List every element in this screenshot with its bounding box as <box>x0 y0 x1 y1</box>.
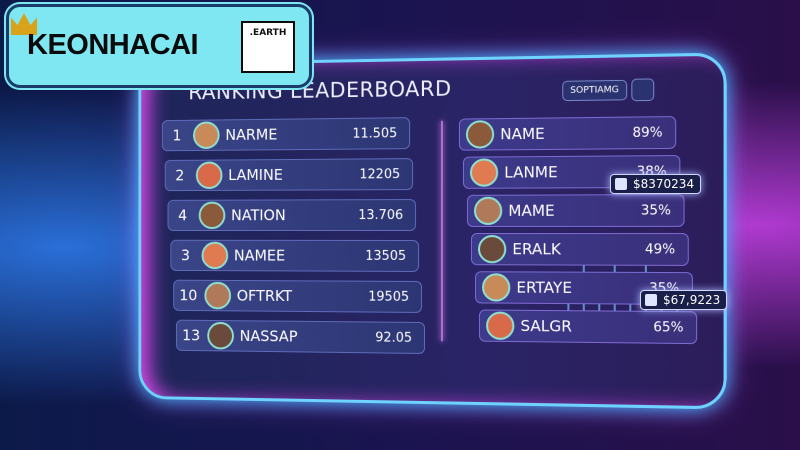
percent: 35% <box>640 202 671 219</box>
player-name: LAMINE <box>228 165 283 184</box>
avatar <box>207 321 234 350</box>
leaderboard-panel: RANKING LEADERBOARD SOPTIAMG 1 NARME 11.50… <box>138 52 727 410</box>
player-name: NAMEE <box>233 246 286 265</box>
domain-badge: .EARTH <box>241 21 295 73</box>
rank: 10 <box>179 286 198 305</box>
avatar <box>195 161 223 190</box>
avatar <box>478 235 507 264</box>
avatar <box>482 273 511 302</box>
player-name: ERALK <box>512 240 561 259</box>
player-name: MAME <box>508 201 555 220</box>
player-row: 2 LAMINE 12205 <box>164 158 414 192</box>
rank: 4 <box>178 206 188 225</box>
player-row: NAME 89% <box>458 116 677 151</box>
player-name: OFTRKT <box>236 286 293 305</box>
avatar <box>201 241 229 270</box>
player-row: 1 NARME 11.505 <box>161 117 411 152</box>
percent: 49% <box>644 241 676 258</box>
divider <box>440 120 443 342</box>
logo[interactable]: KEONHACAI .EARTH <box>6 4 312 88</box>
avatar <box>465 120 495 149</box>
filter-button[interactable]: SOPTIAMG <box>561 79 628 102</box>
money-callout: $8370234 <box>610 174 702 194</box>
percent: 89% <box>632 124 663 141</box>
player-name: ERTAYE <box>516 278 573 298</box>
score: 13505 <box>365 248 407 264</box>
search-button[interactable] <box>631 78 655 102</box>
rank: 2 <box>175 166 185 185</box>
avatar <box>486 311 515 341</box>
score: 12205 <box>359 166 401 182</box>
score: 92.05 <box>375 329 413 346</box>
avatar <box>473 196 503 225</box>
player-row: 10 OFTRKT 19505 <box>173 279 423 313</box>
player-name: NASSAP <box>239 327 298 346</box>
percent: 65% <box>653 319 684 336</box>
player-name: NATION <box>231 206 286 225</box>
score: 13.706 <box>358 207 404 223</box>
player-row: 13 NASSAP 92.05 <box>176 319 425 355</box>
avatar <box>204 281 232 310</box>
player-name: NARME <box>225 125 278 144</box>
rank: 13 <box>182 326 201 345</box>
player-name: SALGR <box>520 316 572 336</box>
rank: 3 <box>180 246 190 265</box>
player-name: NAME <box>500 124 545 144</box>
player-row: 3 NAMEE 13505 <box>170 239 420 272</box>
score: 19505 <box>368 289 410 305</box>
avatar <box>193 121 220 150</box>
avatar <box>198 201 226 230</box>
brand: KEONHACAI <box>27 29 199 61</box>
player-row: ERALK 49% <box>470 233 689 266</box>
score: 11.505 <box>352 125 398 142</box>
player-row: MAME 35% <box>466 194 685 227</box>
avatar <box>469 158 499 187</box>
money-callout: $67,9223 <box>640 290 728 310</box>
rank: 1 <box>172 126 182 145</box>
player-row: SALGR 65% <box>479 309 698 345</box>
player-row: 4 NATION 13.706 <box>167 199 417 231</box>
